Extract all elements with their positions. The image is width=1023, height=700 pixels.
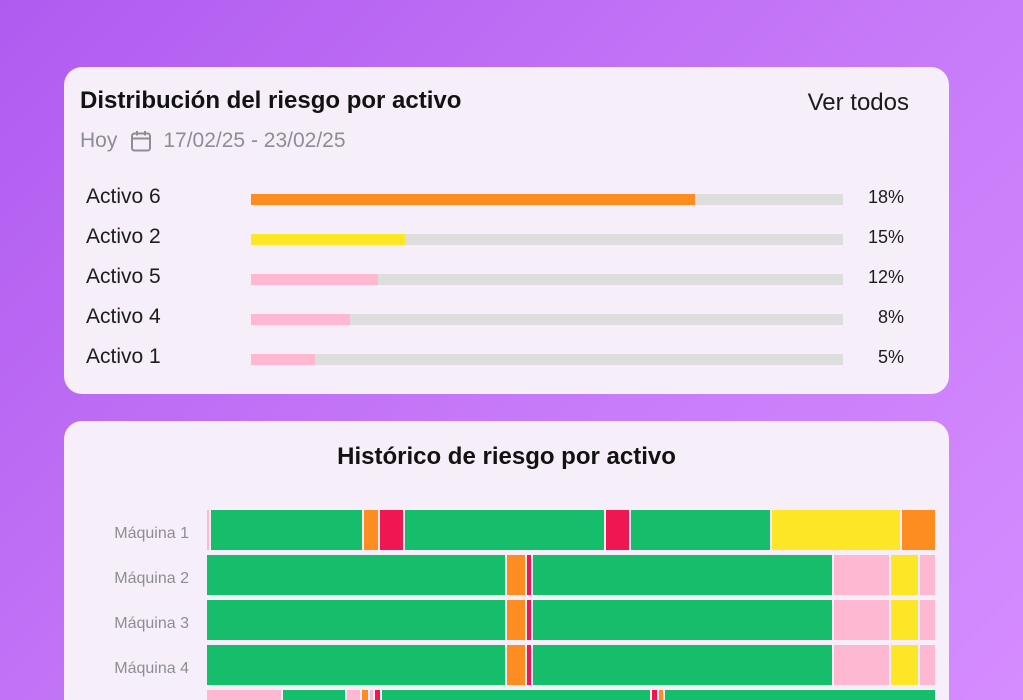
timeline-segment-green[interactable] bbox=[404, 510, 605, 550]
timeline-segment-green[interactable] bbox=[207, 645, 506, 685]
timeline-segment-green[interactable] bbox=[533, 645, 832, 685]
timeline-segment-green[interactable] bbox=[207, 600, 506, 640]
timeline-segment-green[interactable] bbox=[207, 555, 506, 595]
machine-timeline[interactable] bbox=[207, 510, 935, 550]
risk-bar-track bbox=[251, 194, 843, 205]
machine-timeline[interactable] bbox=[207, 555, 935, 595]
timeline-segment-orange[interactable] bbox=[364, 510, 379, 550]
risk-bar-fill bbox=[251, 354, 315, 365]
timeline-segment-red[interactable] bbox=[380, 510, 403, 550]
period-label: Hoy bbox=[80, 129, 118, 152]
timeline-segment-green[interactable] bbox=[664, 690, 935, 700]
risk-label: Activo 4 bbox=[86, 305, 161, 328]
timeline-segment-orange[interactable] bbox=[507, 645, 526, 685]
machine-label: Máquina 4 bbox=[114, 660, 189, 677]
risk-percent: 8% bbox=[877, 307, 904, 327]
timeline-segment-red[interactable] bbox=[606, 510, 629, 550]
risk-row: Activo 4 8% bbox=[64, 305, 949, 337]
risk-percent: 18% bbox=[867, 187, 904, 207]
risk-label: Activo 2 bbox=[86, 225, 161, 248]
risk-row: Activo 2 15% bbox=[64, 225, 949, 257]
timeline-segment-yellow[interactable] bbox=[891, 645, 918, 685]
machine-label: Máquina 1 bbox=[114, 525, 189, 542]
machine-label: Máquina 2 bbox=[114, 570, 189, 587]
timeline-segment-yellow[interactable] bbox=[891, 555, 918, 595]
timeline-segment-pink[interactable] bbox=[369, 690, 374, 700]
card-title: Distribución del riesgo por activo bbox=[80, 87, 462, 114]
view-all-link[interactable]: Ver todos bbox=[807, 89, 909, 116]
timeline-segment-green[interactable] bbox=[533, 555, 832, 595]
timeline-segment-orange[interactable] bbox=[658, 690, 663, 700]
risk-bar-track bbox=[251, 274, 843, 285]
risk-label: Activo 1 bbox=[86, 345, 161, 368]
timeline-segment-orange[interactable] bbox=[507, 600, 526, 640]
timeline-segment-red[interactable] bbox=[375, 690, 380, 700]
timeline-segment-red[interactable] bbox=[527, 600, 532, 640]
timeline-segment-orange[interactable] bbox=[901, 510, 935, 550]
timeline-segment-orange[interactable] bbox=[361, 690, 368, 700]
timeline-segment-pink[interactable] bbox=[833, 555, 890, 595]
risk-bar-fill bbox=[251, 194, 695, 205]
timeline-segment-orange[interactable] bbox=[507, 555, 526, 595]
timeline-segment-pink[interactable] bbox=[346, 690, 360, 700]
timeline-segment-red[interactable] bbox=[527, 645, 532, 685]
timeline-segment-pink[interactable] bbox=[207, 510, 210, 550]
timeline-segment-green[interactable] bbox=[211, 510, 363, 550]
risk-label: Activo 5 bbox=[86, 265, 161, 288]
risk-history-card: Histórico de riesgo por activo Máquina 1… bbox=[64, 421, 949, 700]
machine-timeline[interactable] bbox=[207, 645, 935, 685]
risk-bar-fill bbox=[251, 234, 405, 245]
timeline-segment-green[interactable] bbox=[533, 600, 832, 640]
calendar-icon bbox=[129, 129, 153, 153]
risk-bar-track bbox=[251, 314, 843, 325]
risk-row: Activo 6 18% bbox=[64, 185, 949, 217]
timeline-segment-pink[interactable] bbox=[919, 645, 935, 685]
machine-label: Máquina 3 bbox=[114, 615, 189, 632]
timeline-segment-green[interactable] bbox=[381, 690, 651, 700]
risk-bar-track bbox=[251, 354, 843, 365]
machine-timeline[interactable] bbox=[207, 600, 935, 640]
risk-row: Activo 5 12% bbox=[64, 265, 949, 297]
risk-percent: 12% bbox=[867, 267, 904, 287]
risk-percent: 15% bbox=[867, 227, 904, 247]
risk-bar-track bbox=[251, 234, 843, 245]
risk-bar-fill bbox=[251, 274, 379, 285]
timeline-segment-yellow[interactable] bbox=[772, 510, 900, 550]
timeline-segment-red[interactable] bbox=[652, 690, 657, 700]
timeline-segment-red[interactable] bbox=[527, 555, 532, 595]
timeline-segment-pink[interactable] bbox=[833, 645, 890, 685]
timeline-segment-pink[interactable] bbox=[833, 600, 890, 640]
timeline-segment-green[interactable] bbox=[630, 510, 771, 550]
timeline-segment-green[interactable] bbox=[283, 690, 345, 700]
risk-bar-fill bbox=[251, 314, 351, 325]
card-title: Histórico de riesgo por activo bbox=[337, 443, 676, 470]
risk-row: Activo 1 5% bbox=[64, 345, 949, 377]
timeline-segment-pink[interactable] bbox=[919, 600, 935, 640]
risk-label: Activo 6 bbox=[86, 185, 161, 208]
date-filter[interactable]: Hoy 17/02/25 - 23/02/25 bbox=[80, 129, 346, 153]
risk-distribution-card: Distribución del riesgo por activo Ver t… bbox=[64, 67, 949, 394]
timeline-segment-pink[interactable] bbox=[207, 690, 282, 700]
risk-percent: 5% bbox=[877, 347, 904, 367]
machine-timeline[interactable] bbox=[207, 690, 935, 700]
timeline-segment-yellow[interactable] bbox=[891, 600, 918, 640]
date-range: 17/02/25 - 23/02/25 bbox=[163, 129, 346, 152]
timeline-segment-pink[interactable] bbox=[919, 555, 935, 595]
